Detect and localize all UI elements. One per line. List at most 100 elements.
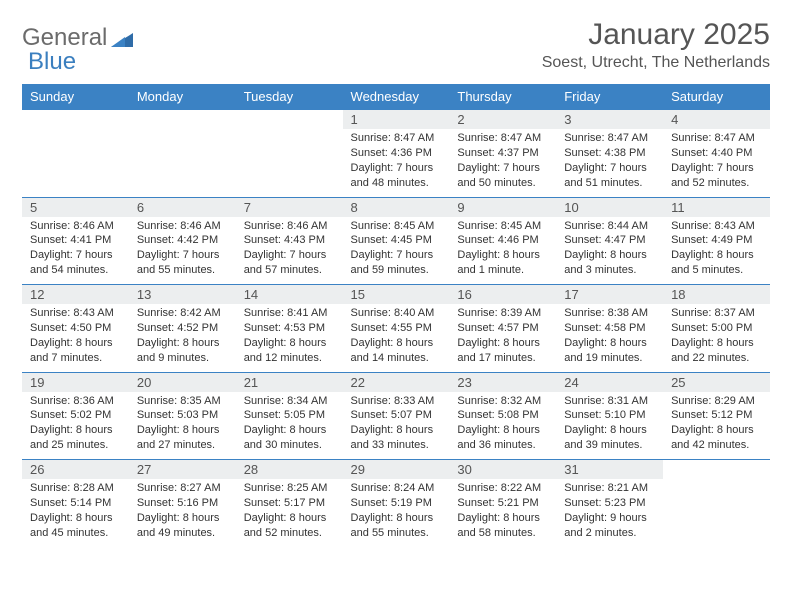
- sunset-text: Sunset: 4:50 PM: [30, 321, 121, 336]
- daylight-text-2: and 2 minutes.: [564, 526, 655, 541]
- sunrise-text: Sunrise: 8:34 AM: [244, 394, 335, 409]
- sunset-text: Sunset: 5:10 PM: [564, 408, 655, 423]
- day-number-cell: 25: [663, 372, 770, 392]
- sunset-text: Sunset: 5:23 PM: [564, 496, 655, 511]
- sunset-text: Sunset: 5:16 PM: [137, 496, 228, 511]
- daylight-text-1: Daylight: 8 hours: [244, 511, 335, 526]
- day-number-cell: 14: [236, 285, 343, 305]
- daylight-text-1: Daylight: 8 hours: [457, 336, 548, 351]
- daylight-text-2: and 49 minutes.: [137, 526, 228, 541]
- day-number-cell: 20: [129, 372, 236, 392]
- sunrise-text: Sunrise: 8:31 AM: [564, 394, 655, 409]
- daylight-text-1: Daylight: 8 hours: [457, 248, 548, 263]
- sunrise-text: Sunrise: 8:45 AM: [351, 219, 442, 234]
- day-detail-cell: [663, 479, 770, 547]
- daylight-text-1: Daylight: 8 hours: [671, 248, 762, 263]
- daylight-text-2: and 55 minutes.: [351, 526, 442, 541]
- day-detail-cell: Sunrise: 8:47 AMSunset: 4:38 PMDaylight:…: [556, 129, 663, 197]
- daylight-text-1: Daylight: 7 hours: [137, 248, 228, 263]
- day-number-row: 1234: [22, 110, 770, 130]
- day-number-cell: 7: [236, 197, 343, 217]
- logo-triangle-icon: [111, 29, 133, 47]
- daylight-text-1: Daylight: 8 hours: [30, 423, 121, 438]
- day-number-cell: 4: [663, 110, 770, 130]
- day-detail-cell: Sunrise: 8:35 AMSunset: 5:03 PMDaylight:…: [129, 392, 236, 460]
- day-detail-row: Sunrise: 8:46 AMSunset: 4:41 PMDaylight:…: [22, 217, 770, 285]
- calendar-table: Sunday Monday Tuesday Wednesday Thursday…: [22, 84, 770, 547]
- weekday-header: Monday: [129, 84, 236, 110]
- sunrise-text: Sunrise: 8:47 AM: [351, 131, 442, 146]
- daylight-text-1: Daylight: 8 hours: [137, 511, 228, 526]
- day-detail-cell: Sunrise: 8:40 AMSunset: 4:55 PMDaylight:…: [343, 304, 450, 372]
- day-detail-row: Sunrise: 8:47 AMSunset: 4:36 PMDaylight:…: [22, 129, 770, 197]
- day-detail-cell: Sunrise: 8:39 AMSunset: 4:57 PMDaylight:…: [449, 304, 556, 372]
- daylight-text-2: and 14 minutes.: [351, 351, 442, 366]
- sunrise-text: Sunrise: 8:33 AM: [351, 394, 442, 409]
- day-number-cell: 16: [449, 285, 556, 305]
- day-detail-cell: [22, 129, 129, 197]
- daylight-text-1: Daylight: 8 hours: [457, 511, 548, 526]
- day-number-cell: 31: [556, 460, 663, 480]
- day-number-cell: 12: [22, 285, 129, 305]
- daylight-text-2: and 1 minute.: [457, 263, 548, 278]
- day-number-cell: 5: [22, 197, 129, 217]
- day-number-cell: 1: [343, 110, 450, 130]
- day-detail-cell: Sunrise: 8:29 AMSunset: 5:12 PMDaylight:…: [663, 392, 770, 460]
- day-detail-cell: Sunrise: 8:47 AMSunset: 4:40 PMDaylight:…: [663, 129, 770, 197]
- sunset-text: Sunset: 4:45 PM: [351, 233, 442, 248]
- daylight-text-1: Daylight: 8 hours: [30, 511, 121, 526]
- day-number-row: 262728293031: [22, 460, 770, 480]
- day-detail-cell: Sunrise: 8:27 AMSunset: 5:16 PMDaylight:…: [129, 479, 236, 547]
- day-detail-cell: [236, 129, 343, 197]
- daylight-text-1: Daylight: 8 hours: [351, 336, 442, 351]
- daylight-text-2: and 52 minutes.: [244, 526, 335, 541]
- day-number-row: 19202122232425: [22, 372, 770, 392]
- day-number-cell: [236, 110, 343, 130]
- day-detail-cell: Sunrise: 8:46 AMSunset: 4:42 PMDaylight:…: [129, 217, 236, 285]
- weekday-header-row: Sunday Monday Tuesday Wednesday Thursday…: [22, 84, 770, 110]
- day-number-cell: 17: [556, 285, 663, 305]
- sunset-text: Sunset: 5:00 PM: [671, 321, 762, 336]
- day-detail-cell: Sunrise: 8:37 AMSunset: 5:00 PMDaylight:…: [663, 304, 770, 372]
- sunrise-text: Sunrise: 8:46 AM: [244, 219, 335, 234]
- sunset-text: Sunset: 4:58 PM: [564, 321, 655, 336]
- daylight-text-1: Daylight: 8 hours: [244, 423, 335, 438]
- day-number-cell: 19: [22, 372, 129, 392]
- weekday-header: Friday: [556, 84, 663, 110]
- day-number-cell: 23: [449, 372, 556, 392]
- daylight-text-2: and 54 minutes.: [30, 263, 121, 278]
- day-number-cell: 18: [663, 285, 770, 305]
- daylight-text-1: Daylight: 8 hours: [564, 423, 655, 438]
- daylight-text-1: Daylight: 8 hours: [457, 423, 548, 438]
- sunrise-text: Sunrise: 8:32 AM: [457, 394, 548, 409]
- sunrise-text: Sunrise: 8:40 AM: [351, 306, 442, 321]
- day-detail-cell: Sunrise: 8:46 AMSunset: 4:41 PMDaylight:…: [22, 217, 129, 285]
- sunset-text: Sunset: 4:37 PM: [457, 146, 548, 161]
- sunset-text: Sunset: 5:14 PM: [30, 496, 121, 511]
- day-detail-cell: Sunrise: 8:25 AMSunset: 5:17 PMDaylight:…: [236, 479, 343, 547]
- sunset-text: Sunset: 4:36 PM: [351, 146, 442, 161]
- sunrise-text: Sunrise: 8:25 AM: [244, 481, 335, 496]
- sunset-text: Sunset: 4:46 PM: [457, 233, 548, 248]
- daylight-text-1: Daylight: 8 hours: [137, 336, 228, 351]
- daylight-text-2: and 48 minutes.: [351, 176, 442, 191]
- weekday-header: Wednesday: [343, 84, 450, 110]
- day-detail-cell: Sunrise: 8:21 AMSunset: 5:23 PMDaylight:…: [556, 479, 663, 547]
- sunset-text: Sunset: 4:47 PM: [564, 233, 655, 248]
- sunrise-text: Sunrise: 8:38 AM: [564, 306, 655, 321]
- sunset-text: Sunset: 4:52 PM: [137, 321, 228, 336]
- daylight-text-2: and 58 minutes.: [457, 526, 548, 541]
- day-number-cell: [22, 110, 129, 130]
- daylight-text-2: and 33 minutes.: [351, 438, 442, 453]
- daylight-text-2: and 12 minutes.: [244, 351, 335, 366]
- sunrise-text: Sunrise: 8:24 AM: [351, 481, 442, 496]
- weekday-header: Saturday: [663, 84, 770, 110]
- sunrise-text: Sunrise: 8:44 AM: [564, 219, 655, 234]
- daylight-text-1: Daylight: 8 hours: [564, 336, 655, 351]
- day-detail-cell: Sunrise: 8:45 AMSunset: 4:45 PMDaylight:…: [343, 217, 450, 285]
- sunset-text: Sunset: 4:49 PM: [671, 233, 762, 248]
- sunset-text: Sunset: 5:21 PM: [457, 496, 548, 511]
- daylight-text-2: and 7 minutes.: [30, 351, 121, 366]
- day-number-cell: 29: [343, 460, 450, 480]
- daylight-text-1: Daylight: 7 hours: [351, 248, 442, 263]
